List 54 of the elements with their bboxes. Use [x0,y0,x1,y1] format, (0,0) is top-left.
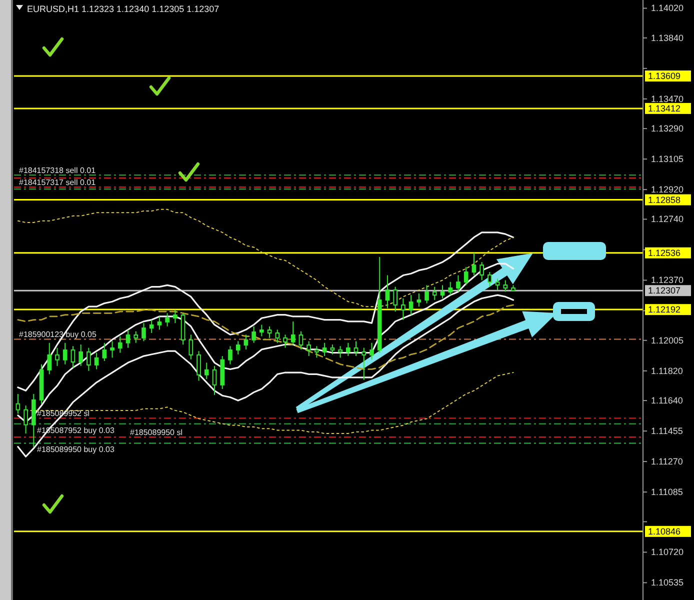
candlestick [31,393,36,448]
line-series [17,294,514,458]
ref-line-label: 1.13412 [648,103,681,114]
line-series [17,304,514,370]
y-tick-label: 1.11085 [651,487,683,498]
text: EURUSD,H1 1.12323 1.12340 1.12305 1.12307 [27,4,220,14]
candlestick [503,280,508,292]
line-series [17,208,514,308]
y-tick-label: 1.10720 [651,547,684,558]
candlestick [306,340,312,357]
candlestick [472,252,476,276]
candlestick [401,298,406,320]
candlestick [149,319,154,334]
y-tick-label: 1.13290 [651,124,684,134]
y-tick-label: 1.11820 [651,366,683,376]
ref-line-label: 1.12858 [648,194,681,205]
y-tick-label: 1.11455 [651,426,683,436]
y-tick-label: 1.10535 [651,578,684,588]
y-tick-label: 1.13105 [651,154,684,164]
y-tick-label: 1.12005 [651,335,684,346]
candlestick [408,294,414,316]
candlestick [55,347,60,366]
candlestick [424,284,429,304]
ref-line-label: 1.12192 [648,304,681,315]
candlestick [440,284,445,299]
y-tick-label: 1.14020 [651,3,684,14]
candlestick [196,350,201,382]
y-tick-label: 1.12920 [651,184,684,195]
candlestick [432,286,437,300]
ref-line-label: 1.13609 [648,70,681,81]
candlestick [385,274,390,309]
ref-line-label: #184157317 sell 0.01 [19,178,96,188]
candlestick [126,329,130,348]
candlestick [173,309,178,324]
ref-line-label: #185900123 buy 0.05 [19,330,97,340]
ref-line-label: #185089950 buy 0.03 [37,445,115,454]
ref-line-label: 1.10846 [648,526,681,536]
y-tick-label: 1.12370 [651,275,684,286]
y-tick-label: 1.11640 [651,396,683,406]
y-tick-label: 1.13470 [651,94,684,104]
line-series [17,232,514,392]
candlestick [283,334,288,348]
candlestick [260,324,264,337]
ref-line-label: #184157318 sell 0.01 [19,166,96,176]
y-tick-label: 1.12740 [651,214,684,224]
ref-line-label: 1.12307 [648,286,681,296]
ref-line-label: 1.12536 [648,248,681,258]
candlestick [24,404,28,434]
y-tick-label: 1.11270 [651,456,683,467]
ref-line-label: #185089950 sl [130,428,183,438]
candlestick [110,340,114,358]
candlestick [70,346,76,368]
y-tick-label: 1.13840 [651,32,684,43]
candlestick [275,329,280,344]
